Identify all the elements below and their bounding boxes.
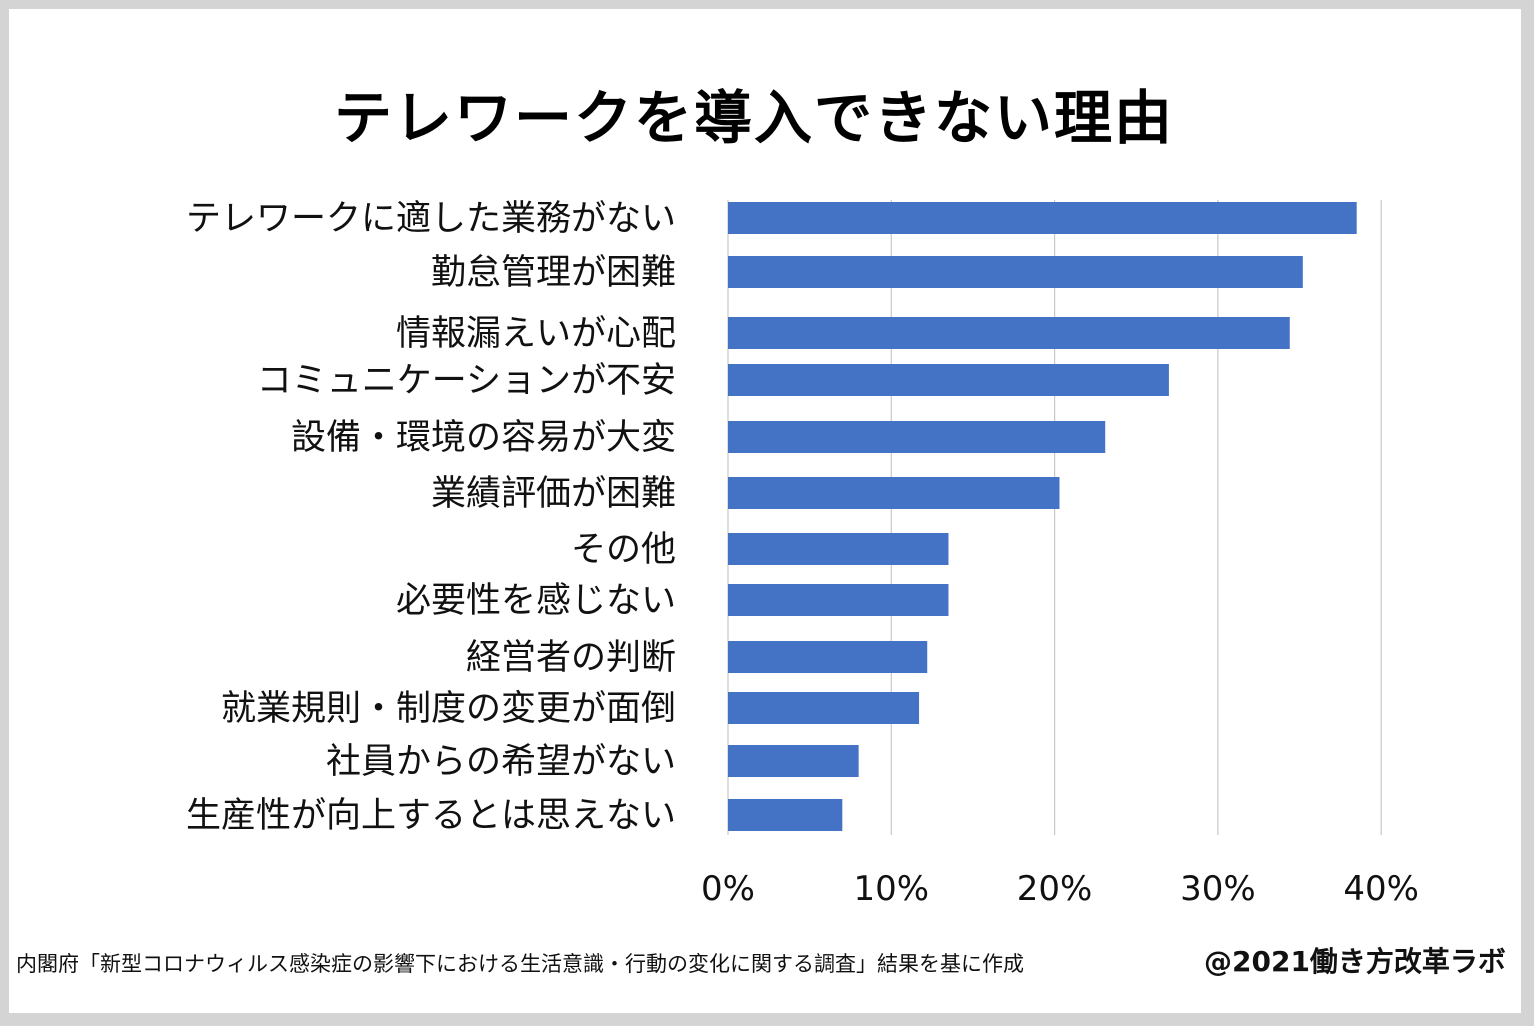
category-label: 社員からの希望がない (326, 742, 676, 782)
category-label: 必要性を感じない (396, 581, 676, 621)
bar (728, 799, 843, 831)
bar (728, 256, 1303, 288)
category-label: コミュニケーションが不安 (257, 361, 676, 401)
category-label: 勤怠管理が困難 (431, 253, 676, 293)
chart-title: テレワークを導入できない理由 (333, 84, 1174, 152)
bar (728, 692, 920, 724)
bar (728, 421, 1106, 453)
x-tick-label: 10% (854, 869, 930, 909)
category-label: 経営者の判断 (466, 638, 676, 678)
bar (728, 364, 1169, 396)
category-label: 情報漏えいが心配 (396, 314, 676, 354)
category-label: 設備・環境の容易が大変 (291, 418, 676, 458)
bar (728, 745, 859, 777)
bar (728, 477, 1060, 509)
category-label: 生産性が向上するとは思えない (186, 796, 676, 836)
category-label: その他 (571, 530, 676, 570)
x-tick-label: 40% (1343, 869, 1419, 909)
category-label: 就業規則・制度の変更が面倒 (221, 689, 676, 729)
bar (728, 533, 949, 565)
bar (728, 641, 928, 673)
category-label: テレワークに適した業務がない (186, 199, 676, 239)
x-tick-label: 30% (1180, 869, 1256, 909)
chart-frame: テレワークを導入できない理由 (9, 9, 1521, 1013)
x-tick-label: 20% (1017, 869, 1093, 909)
category-label: 業績評価が困難 (431, 474, 676, 514)
x-tick-label: 0% (701, 869, 755, 909)
bar (728, 584, 949, 616)
credit: @2021働き方改革ラボ (1204, 945, 1506, 978)
bar (728, 202, 1357, 234)
bar (728, 317, 1290, 349)
source-note: 内閣府「新型コロナウィルス感染症の影響下における生活意識・行動の変化に関する調査… (16, 952, 1024, 976)
